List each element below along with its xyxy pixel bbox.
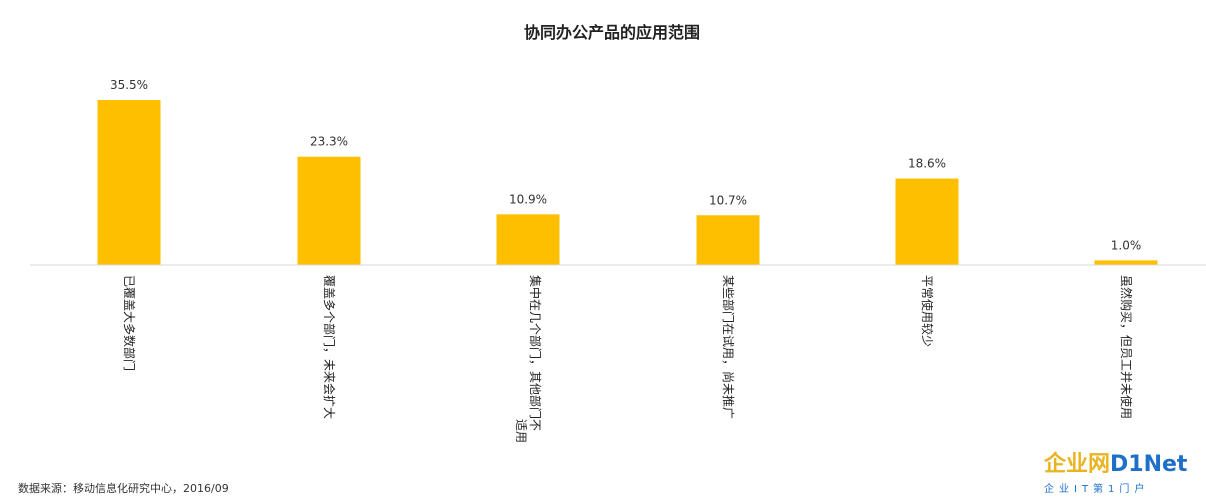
- source-note: 数据来源：移动信息化研究中心，2016/09: [18, 482, 229, 495]
- data-labels-layer: 35.5% 23.3% 10.9% 10.7% 18.6% 1.0%: [110, 78, 1141, 252]
- category-label-2: 覆盖多个部门，未来会扩大: [322, 275, 337, 419]
- watermark-logo-en: D1Net: [1110, 452, 1188, 477]
- data-label-4: 10.7%: [709, 193, 747, 207]
- category-label-5-line-1: 平常使用较少: [920, 275, 935, 347]
- category-label-6-line-1: 虽然购买，但员工并未使用: [1119, 275, 1134, 419]
- category-label-2-line-1: 覆盖多个部门，未来会扩大: [322, 275, 337, 419]
- category-label-4-line-1: 某些部门在试用，尚未推广: [721, 275, 736, 419]
- data-label-1: 35.5%: [110, 78, 148, 92]
- bar-6: [1094, 260, 1158, 265]
- category-labels-layer: 已覆盖大多数部门 覆盖多个部门，未来会扩大 集中在几个部门，其他部门不适用 某些部门在…: [122, 275, 1134, 443]
- category-label-3: 集中在几个部门，其他部门不适用: [514, 275, 543, 443]
- bar-1: [97, 100, 161, 265]
- category-label-3-line-2: 适用: [514, 419, 528, 443]
- category-label-4: 某些部门在试用，尚未推广: [721, 275, 736, 419]
- category-label-3-line-1: 集中在几个部门，其他部门不: [528, 275, 543, 431]
- data-label-6: 1.0%: [1111, 238, 1142, 252]
- chart-title: 协同办公产品的应用范围: [524, 23, 700, 42]
- data-label-3: 10.9%: [509, 192, 547, 206]
- category-label-6: 虽然购买，但员工并未使用: [1119, 275, 1134, 419]
- bar-2: [297, 156, 361, 265]
- category-label-1: 已覆盖大多数部门: [122, 275, 137, 371]
- watermark-logo-cn: 企业网: [1044, 452, 1111, 477]
- bar-3: [496, 214, 560, 265]
- data-label-2: 23.3%: [310, 135, 348, 149]
- watermark-tagline: 企业IT第1门户: [1044, 484, 1150, 495]
- category-label-1-line-1: 已覆盖大多数部门: [122, 275, 137, 371]
- category-label-5: 平常使用较少: [920, 275, 935, 347]
- bar-4: [696, 215, 760, 265]
- bar-5: [895, 178, 959, 265]
- watermark-logo: 企业网D1Net 企业IT第1门户: [1044, 446, 1204, 502]
- data-label-5: 18.6%: [908, 157, 946, 171]
- bars-layer: [97, 100, 1158, 265]
